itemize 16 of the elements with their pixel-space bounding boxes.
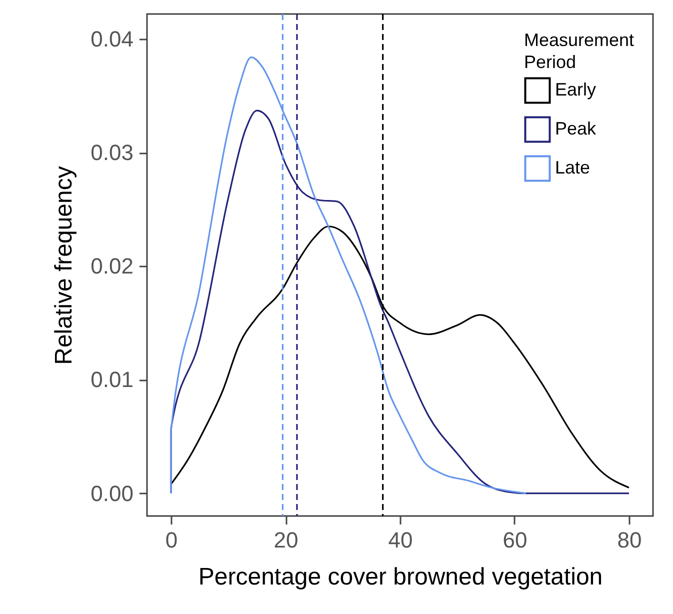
y-axis-title: Relative frequency [50, 166, 78, 365]
y-tick-label: 0.02 [90, 254, 134, 279]
y-tick-label: 0.03 [90, 140, 134, 166]
x-tick-label: 80 [617, 528, 642, 552]
y-tick-label: 0.04 [90, 26, 134, 52]
legend-title: Measurement Period [524, 30, 634, 72]
y-tick-label: 0.01 [90, 367, 134, 392]
x-tick-label: 20 [274, 528, 298, 552]
legend-label: Late [555, 158, 590, 178]
x-tick-label: 60 [502, 528, 528, 552]
legend-label: Early [555, 80, 596, 100]
x-tick-label: 0 [165, 528, 178, 552]
legend-label: Peak [555, 118, 598, 138]
x-tick-label: 40 [388, 528, 413, 552]
y-tick-label: 0.00 [90, 480, 134, 506]
x-axis-title: Percentage cover browned vegetation [198, 564, 603, 590]
